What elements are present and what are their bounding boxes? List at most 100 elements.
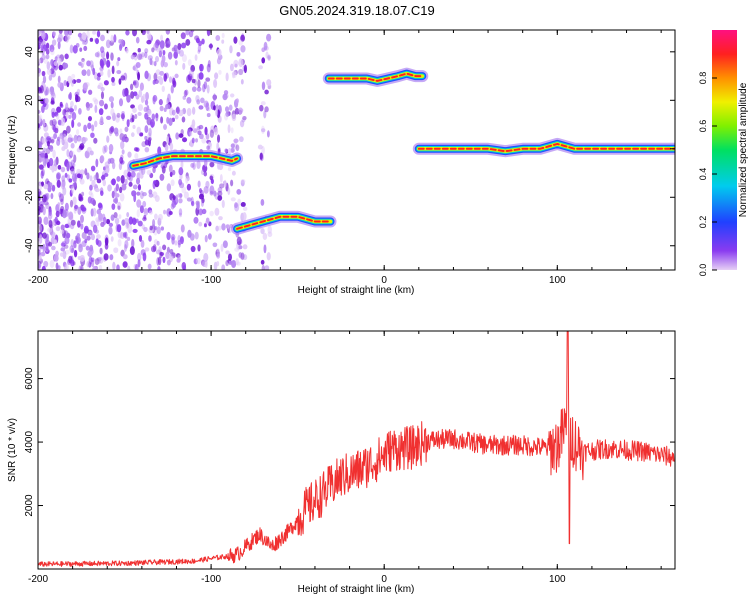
spectrogram-noise-speck xyxy=(197,44,202,53)
spectrogram-noise-speck xyxy=(235,258,239,266)
snr-x-axis-label: Height of straight line (km) xyxy=(298,584,415,595)
spectrogram-noise-speck xyxy=(132,30,138,37)
spectrogram-noise-speck xyxy=(78,61,83,66)
spectrogram-noise-speck xyxy=(216,57,222,65)
spectrogram-noise-speck xyxy=(58,30,63,34)
spectrogram-noise-speck xyxy=(172,195,176,201)
spectrogram-noise-speck xyxy=(163,73,168,82)
spectrogram-noise-speck xyxy=(161,85,165,93)
spectrogram-noise-speck xyxy=(129,83,134,91)
spectrogram-noise-speck xyxy=(123,169,129,178)
spectrogram-noise-speck xyxy=(59,101,63,107)
spectrogram-noise-speck xyxy=(40,98,45,105)
spectrogram-noise-speck xyxy=(177,239,182,246)
spectrogram-noise-speck xyxy=(242,212,247,221)
spectrogram-noise-speck xyxy=(187,73,193,81)
spectrogram-noise-speck xyxy=(186,96,192,104)
spectrogram-noise-speck xyxy=(100,86,105,92)
spectrogram-noise-speck xyxy=(47,181,53,188)
spectrogram-noise-speck xyxy=(259,104,264,112)
spectrogram-noise-speck xyxy=(60,166,66,173)
spectrogram-noise-speck xyxy=(81,32,87,41)
spectrogram-noise-speck xyxy=(38,182,42,192)
colorbar-tick-label: 0.0 xyxy=(698,264,708,277)
spectrogram-noise-speck xyxy=(236,236,242,246)
spectrogram-noise-speck xyxy=(75,129,80,135)
spectrogram-noise-speck xyxy=(82,82,88,91)
spectrogram-noise-speck xyxy=(215,225,219,232)
spectrogram-noise-speck xyxy=(262,232,268,241)
spectrogram-noise-speck xyxy=(75,237,79,244)
spectrogram-noise-speck xyxy=(151,113,156,121)
spectrogram-noise-speck xyxy=(61,209,67,219)
spectrogram-noise-speck xyxy=(83,45,88,51)
spectrogram-noise-speck xyxy=(188,70,194,77)
spectrogram-noise-speck xyxy=(125,47,129,54)
spectrogram-noise-speck xyxy=(227,253,233,261)
spectrogram-noise-speck xyxy=(49,145,54,152)
spectrogram-noise-speck xyxy=(111,178,116,186)
spectrogram-noise-speck xyxy=(69,44,74,54)
spectrogram-noise-speck xyxy=(224,148,228,153)
spectrogram-noise-speck xyxy=(57,58,62,66)
spectrogram-noise-speck xyxy=(69,150,75,157)
spectrogram-noise-speck xyxy=(117,231,123,239)
spectrogram-noise-speck xyxy=(179,193,183,199)
spectrogram-noise-speck xyxy=(183,89,188,97)
spectrogram-noise-speck xyxy=(62,108,66,116)
spectrogram-noise-speck xyxy=(45,202,50,210)
spectrogram-noise-speck xyxy=(227,187,231,196)
spectrogram-noise-speck xyxy=(143,207,149,216)
spectrogram-noise-speck xyxy=(201,137,207,144)
spectrogram-noise-speck xyxy=(178,208,183,216)
spectrogram-noise-speck xyxy=(64,53,69,60)
spectrogram-noise-speck xyxy=(96,76,101,81)
spectrogram-noise-speck xyxy=(191,106,196,115)
spectrogram-noise-speck xyxy=(43,161,47,168)
spectrogram-noise-speck xyxy=(76,168,81,174)
spectrogram-noise-speck xyxy=(106,51,110,60)
spectrogram-noise-speck xyxy=(126,94,131,103)
spectrogram-noise-speck xyxy=(186,183,192,191)
spectrogram-noise-speck xyxy=(227,167,232,172)
spectrogram-noise-speck xyxy=(138,235,143,242)
spectrogram-noise-speck xyxy=(137,252,142,262)
spectrogram-noise-speck xyxy=(92,265,98,270)
spectrogram-noise-speck xyxy=(261,57,266,64)
spectrogram-noise-speck xyxy=(132,65,136,71)
spectrogram-noise-speck xyxy=(123,244,127,252)
spectrogram-noise-speck xyxy=(236,261,241,266)
spectrogram-noise-speck xyxy=(266,33,272,42)
spectrogram-noise-speck xyxy=(166,231,171,241)
spectrogram-noise-speck xyxy=(38,115,41,124)
spectrogram-noise-speck xyxy=(212,242,218,248)
spectrogram-noise-speck xyxy=(110,125,115,133)
spectrogram-noise-speck xyxy=(163,209,167,215)
spectrogram-noise-speck xyxy=(60,242,66,247)
spectrogram-noise-speck xyxy=(221,39,225,44)
spectrogram-noise-speck xyxy=(104,144,108,153)
spectrogram-noise-speck xyxy=(81,57,85,63)
spectrogram-noise-speck xyxy=(174,73,179,79)
spectrogram-noise-speck xyxy=(57,119,62,126)
spectrogram-noise-speck xyxy=(111,76,115,83)
spectrogram-ridge-core xyxy=(132,155,239,167)
spectrogram-noise-speck xyxy=(79,143,85,150)
spectrogram-noise-speck xyxy=(168,117,173,127)
spectrogram-noise-speck xyxy=(213,79,218,88)
spectrogram-noise-speck xyxy=(104,172,109,177)
spectrogram-noise-speck xyxy=(187,59,192,66)
spectrogram-noise-speck xyxy=(84,150,90,159)
spectrogram-noise-speck xyxy=(41,265,46,270)
spectrogram-noise-speck xyxy=(225,250,230,255)
spectrogram-noise-speck xyxy=(225,259,229,267)
spectrogram-noise-speck xyxy=(58,33,63,42)
spectrogram-noise-speck xyxy=(217,187,223,193)
spectrogram-noise-speck xyxy=(92,207,97,217)
spectrogram-x-ticks: -200 -100 0 100 xyxy=(28,30,662,286)
spectrogram-noise-speck xyxy=(96,51,101,58)
spectrogram-noise-speck xyxy=(50,100,55,105)
spectrogram-noise-speck xyxy=(148,127,152,137)
spectrogram-noise-speck xyxy=(209,185,215,195)
